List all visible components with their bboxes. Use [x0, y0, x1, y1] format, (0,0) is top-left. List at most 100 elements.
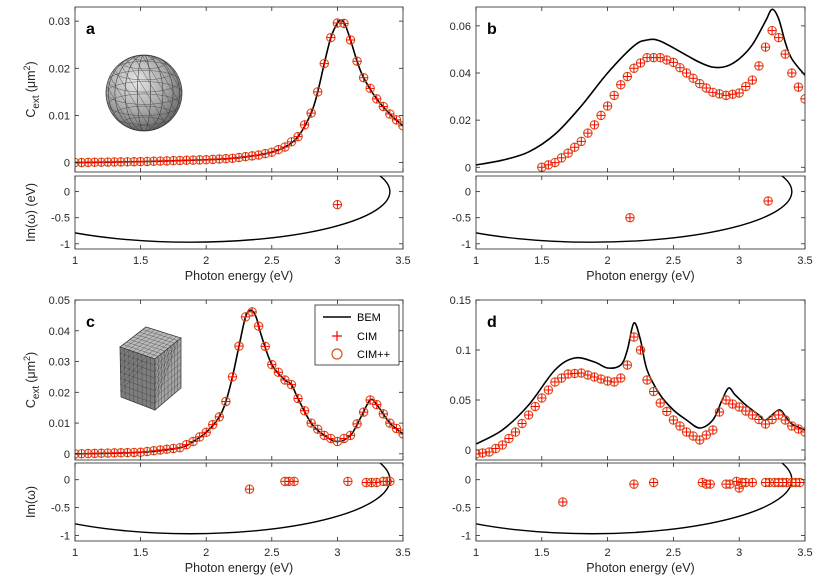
cim-marker: [313, 87, 323, 97]
cim-marker: [208, 420, 218, 429]
cim-marker: [343, 477, 353, 486]
cim-marker: [774, 33, 783, 42]
top-axes: 0 0.01 0.02 0.03 0.04 0.05 Cext (μm2) c: [22, 295, 404, 461]
cim-marker: [748, 75, 757, 85]
mesh-diag: [154, 356, 159, 366]
legend-cimpp-marker: [331, 348, 343, 360]
y-tick-label: -0.5: [51, 503, 70, 515]
x-axis-label: Photon energy (eV): [586, 269, 694, 283]
y-axis-label: Cext (μm2): [22, 352, 42, 408]
x-tick-label: 1.5: [534, 547, 549, 559]
cim-marker: [761, 42, 770, 52]
cube-wireframe: [119, 328, 182, 409]
cube-mesh-inset: [119, 326, 182, 411]
legend-bem-label: BEM: [357, 312, 381, 324]
x-tick-label: 2: [203, 547, 209, 559]
cim-marker: [182, 440, 191, 449]
cim-marker: [352, 56, 362, 66]
cim-marker: [649, 478, 658, 487]
mesh-line: [154, 369, 182, 392]
cim-marker: [385, 109, 395, 119]
cim-marker: [636, 345, 645, 355]
ylabel-close: ): [24, 352, 38, 356]
cim-marker: [794, 424, 803, 434]
mesh-diag: [120, 352, 138, 373]
cim-marker: [629, 332, 639, 342]
ylabel-exp: 2: [22, 356, 32, 361]
legend-cim-label: CIM: [357, 331, 377, 343]
cim-marker: [524, 410, 533, 420]
panel-label: b: [487, 21, 497, 38]
cim-marker: [763, 196, 773, 206]
cim-marker: [558, 497, 568, 507]
y-tick-label: 0: [64, 158, 70, 170]
pole-markers: [558, 476, 805, 507]
axes-box: [74, 462, 404, 542]
y-tick-label: -1: [60, 239, 70, 251]
y-tick-label: 0: [465, 162, 471, 174]
x-axis-label: Photon energy (eV): [185, 561, 293, 575]
cim-marker: [385, 418, 395, 428]
top-axes: 0 0.01 0.02 0.03 Cext (μm2) a: [22, 6, 404, 173]
ylabel-sub: ext: [31, 386, 42, 400]
cim-marker: [800, 427, 805, 437]
longitude-line: [108, 55, 180, 131]
pole-markers: [332, 199, 343, 210]
x-tick-label: 3: [736, 547, 742, 559]
legend-cim-marker: [332, 331, 342, 341]
y-tick-label: 0.02: [49, 63, 70, 75]
cim-marker: [669, 58, 678, 67]
longitude-line: [124, 55, 164, 131]
cim-markers: [75, 18, 403, 168]
mesh-line: [142, 329, 178, 341]
sphere-body: [105, 54, 183, 132]
diagonal-line: [106, 55, 125, 131]
mesh-line: [146, 335, 173, 357]
cim-marker: [544, 385, 553, 395]
cim-marker: [688, 431, 698, 441]
panel-d: 0 0.05 0.1 0.15 d 0 -0.5 -11 1.5 2 2.5 3 3.5 Photon e…: [450, 295, 813, 575]
cim-marker: [794, 82, 803, 92]
cim-marker: [260, 342, 270, 351]
cim-marker: [636, 58, 645, 68]
axes-box: [475, 175, 806, 250]
y-tick-label: 0.06: [450, 21, 471, 33]
cim-marker: [557, 153, 566, 163]
x-axis-label: Photon energy (eV): [185, 269, 293, 283]
axes-box: [74, 175, 404, 250]
cim-marker: [787, 421, 797, 431]
cim-marker: [741, 406, 751, 416]
cim-marker: [780, 415, 790, 425]
mesh-line: [141, 333, 168, 355]
cim-marker: [245, 484, 254, 494]
cim-marker: [234, 341, 244, 351]
y-tick-label: 0.04: [49, 326, 70, 338]
cim-marker: [221, 397, 231, 406]
cim-marker: [280, 142, 290, 152]
mesh-line: [119, 384, 156, 398]
axes-box: [74, 6, 404, 173]
mesh-diag: [154, 351, 165, 379]
cim-marker: [741, 82, 751, 91]
mesh-diag: [154, 340, 178, 404]
mesh-diag: [154, 345, 172, 391]
x-tick-label: 3: [334, 255, 340, 267]
cim-marker: [774, 410, 783, 420]
cim-marker: [267, 360, 277, 369]
x-tick-label: 3: [736, 255, 742, 267]
x-tick-label: 3: [334, 547, 340, 559]
axes-box: [74, 299, 404, 461]
y-tick-label: 0.01: [49, 418, 70, 430]
cim-markers: [476, 332, 805, 459]
y-axis-label: Im(ω): [24, 486, 38, 518]
mesh-line: [119, 371, 156, 385]
contour-ellipse: [476, 176, 793, 243]
cim-marker: [583, 128, 593, 138]
cim-marker: [228, 372, 237, 382]
panel-label: c: [86, 314, 95, 331]
mesh-line: [154, 375, 182, 398]
y-axis-label: Im(ω) (eV): [24, 183, 38, 242]
cim-marker: [359, 73, 368, 83]
cim-marker: [287, 380, 296, 389]
